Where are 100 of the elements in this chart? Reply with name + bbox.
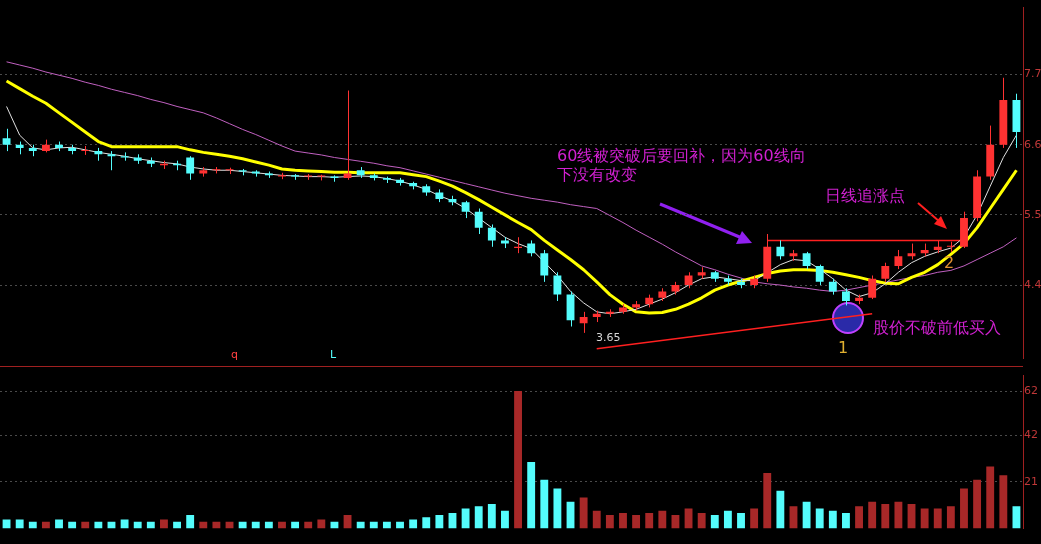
bar [658,510,667,529]
bar [173,521,181,529]
candlestick [238,168,247,176]
candlestick [881,262,890,283]
bar [146,521,155,529]
candlestick [264,171,273,179]
candlestick [815,264,824,286]
bar [120,519,129,529]
bar [304,521,313,529]
bar [960,488,968,529]
candlestick [422,183,431,197]
bar [68,521,77,529]
bar [855,506,863,529]
bar [514,391,522,529]
bar [317,519,326,529]
annotation: 日线追涨点 [825,186,905,206]
bar [55,519,63,529]
bar [501,510,509,529]
bar [435,515,444,529]
annotation: 2 [944,253,955,273]
candlestick [186,155,195,181]
annotation: L [330,348,337,362]
y-tick-label: 21 [1024,474,1038,488]
bar [763,473,772,529]
bar [369,521,378,529]
candlestick [658,287,667,302]
bar [802,501,811,529]
bar [842,512,850,529]
bar [946,506,955,529]
candlestick [605,308,614,318]
y-tick-label: 4.4 [1024,277,1041,291]
candlestick [802,251,811,270]
bar [894,501,903,529]
bar [527,461,536,529]
bar [212,521,221,529]
annotation: 股价不破前低买入 [873,318,1001,338]
bar [933,508,942,529]
candlestick [960,211,968,249]
bar [291,521,300,529]
bar [776,490,785,529]
bar [632,515,641,529]
candlestick [999,77,1008,149]
bar [553,488,562,529]
bar [973,479,982,529]
annotation: q [231,348,238,362]
candlestick [461,200,470,219]
bar [999,475,1008,529]
bar [264,521,273,529]
candlestick [842,287,850,306]
bar [881,504,890,529]
bar [81,521,90,529]
bar [828,510,837,529]
candlestick [291,173,300,181]
bar [592,510,601,529]
bar [697,512,706,529]
candlestick [369,172,378,181]
y-tick-label: 6.6 [1024,137,1041,151]
bar [133,521,142,529]
bar [199,521,208,529]
candlestick [501,236,509,249]
bar [619,512,627,529]
candlestick [553,271,562,302]
bar [28,521,37,529]
annotation: 60线被突破后要回补，因为60线向下没有改变 [557,146,807,185]
y-tick-label: 62 [1024,383,1038,397]
bar [986,466,995,529]
bar [238,521,247,529]
bar [186,515,195,529]
bar [409,519,418,529]
bar [461,508,470,529]
bar [487,504,496,529]
bar [815,508,824,529]
candlestick [710,270,719,283]
y-tick-label: 7.7 [1024,67,1041,81]
bar [750,508,759,529]
bar [41,521,50,529]
y-tick-label: 42 [1024,428,1038,442]
bar [605,515,614,529]
bar [422,517,431,529]
annotation: 3.65 [596,331,621,345]
candlestick [133,153,142,165]
candlestick [382,176,391,184]
bar [920,508,929,529]
bar [94,521,103,529]
bar [710,515,719,529]
bar [15,519,24,529]
candlestick [894,249,903,270]
bar [382,521,391,529]
bar [474,506,483,529]
bar [645,512,654,529]
bar [160,519,168,529]
candlestick [474,208,483,235]
bar [278,521,286,529]
bar [356,521,365,529]
bar [396,521,404,529]
y-tick-label: 5.5 [1024,207,1041,221]
annotation: 1 [838,338,849,358]
bar [868,501,877,529]
bar [251,521,260,529]
bar [723,510,732,529]
